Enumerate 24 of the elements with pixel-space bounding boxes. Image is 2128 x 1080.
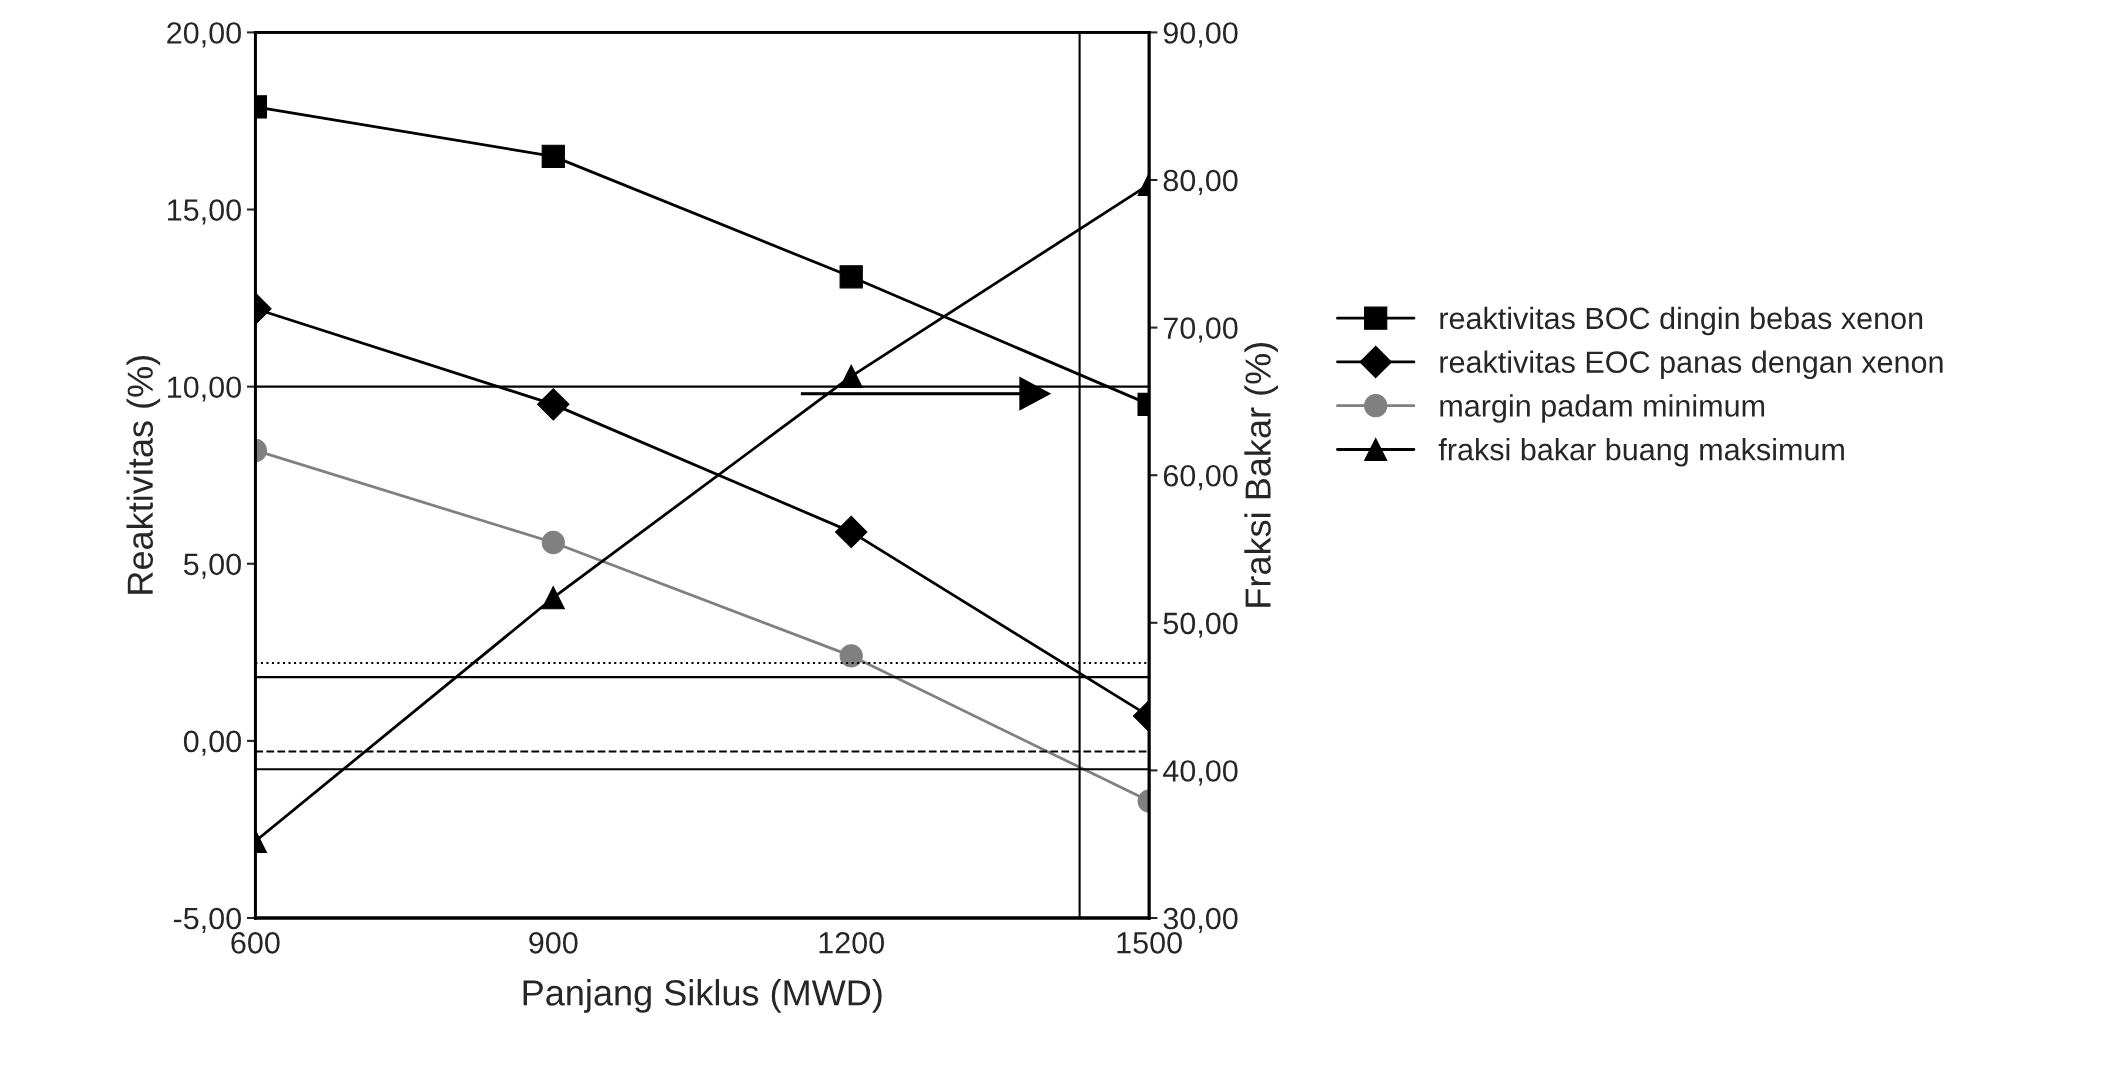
x-axis-title: Panjang Siklus (MWD) [523,979,882,1013]
y-tick-label: 0,00 [183,730,241,756]
y2-tick-label: 90,00 [1163,22,1238,48]
legend-label: fraksi bakar buang maksimum [1438,438,1844,467]
y2-tick-label: 40,00 [1163,760,1238,786]
legend-label: margin padam minimum [1440,394,1765,423]
legend-label: reaktivitas BOC dingin bebas xenon [1440,306,1923,336]
y2-axis-title: Fraksi Bakar (%) [1244,343,1278,607]
y-axis-title: Reaktivitas (%) [126,356,161,594]
y-tick-label: 5,00 [183,553,241,579]
y2-tick-label: 60,00 [1163,464,1238,491]
x-tick-label: 1500 [1117,932,1182,954]
y2-tick-label: 80,00 [1163,169,1238,195]
x-tick-label: 900 [529,932,578,954]
y-tick-label: 20,00 [167,22,241,48]
x-tick-label: 1200 [819,932,884,954]
y2-tick-label: 50,00 [1163,612,1238,638]
legend-label: reaktivitas EOC panas dengan xenon [1440,350,1943,379]
y2-tick-label: 30,00 [1163,907,1238,933]
y-tick-label: -5,00 [173,907,241,933]
y-tick-label: 10,00 [168,376,241,402]
y-tick-label: 15,00 [168,199,241,225]
y2-tick-label: 70,00 [1163,317,1238,343]
x-tick-label: 600 [231,932,280,954]
